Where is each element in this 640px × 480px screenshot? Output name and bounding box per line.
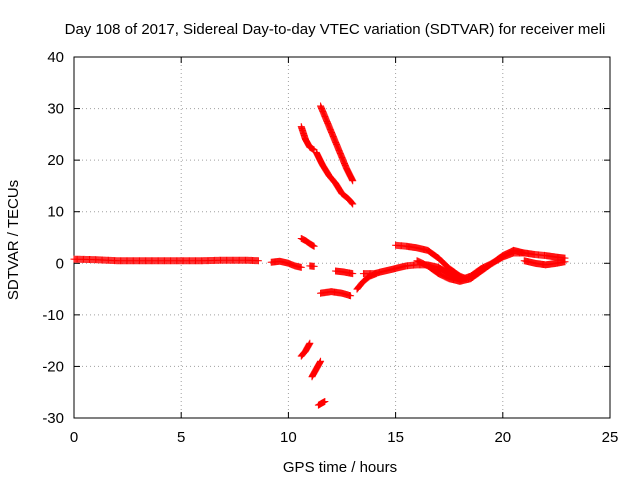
data-marker	[314, 397, 329, 409]
x-tick-label: 0	[70, 429, 78, 446]
plot-frame	[73, 56, 611, 419]
data-segment	[312, 148, 357, 208]
data-marker	[70, 255, 262, 265]
data-segment	[297, 123, 318, 154]
x-tick-label: 20	[494, 429, 511, 446]
data-marker	[413, 246, 528, 285]
data-marker	[332, 267, 357, 278]
data-segment	[308, 357, 325, 381]
axis-ticks: 0 5 10 15 20 25 -30 -20 -10 0 10 20 30 40	[42, 49, 618, 446]
data-segment	[314, 397, 329, 409]
y-tick-label: -10	[42, 307, 64, 324]
data-segment	[520, 257, 569, 269]
data-segment	[332, 267, 357, 278]
x-tick-label: 15	[387, 429, 404, 446]
data-segment	[297, 235, 318, 250]
data-marker	[267, 257, 305, 271]
data-series	[70, 102, 569, 409]
y-tick-label: 40	[47, 49, 64, 66]
y-tick-label: 10	[47, 204, 64, 221]
data-segment	[70, 255, 262, 265]
y-tick-label: -30	[42, 410, 64, 427]
grid-lines	[74, 57, 610, 418]
y-tick-label: 20	[47, 152, 64, 169]
data-marker	[297, 235, 318, 250]
y-axis-label: SDTVAR / TECUs	[5, 180, 22, 300]
data-marker	[297, 123, 318, 154]
y-tick-label: 30	[47, 101, 64, 118]
data-segment	[317, 102, 357, 185]
x-axis-label: GPS time / hours	[283, 459, 397, 476]
data-segment	[317, 288, 355, 300]
data-segment	[297, 339, 314, 360]
data-segment	[413, 246, 528, 285]
data-marker	[308, 357, 325, 381]
x-tick-label: 25	[602, 429, 619, 446]
y-tick-label: 0	[56, 255, 64, 272]
data-marker	[392, 241, 470, 283]
data-segment	[267, 257, 305, 271]
data-marker	[306, 262, 318, 270]
data-marker	[317, 102, 357, 185]
data-marker	[297, 339, 314, 360]
y-tick-label: -20	[42, 358, 64, 375]
chart-title: Day 108 of 2017, Sidereal Day-to-day VTE…	[65, 21, 606, 38]
x-tick-label: 10	[280, 429, 297, 446]
data-segment	[306, 262, 318, 270]
data-marker	[520, 257, 569, 269]
data-marker	[312, 148, 357, 208]
data-segment	[392, 241, 470, 283]
data-marker	[317, 288, 355, 300]
x-tick-label: 5	[177, 429, 185, 446]
